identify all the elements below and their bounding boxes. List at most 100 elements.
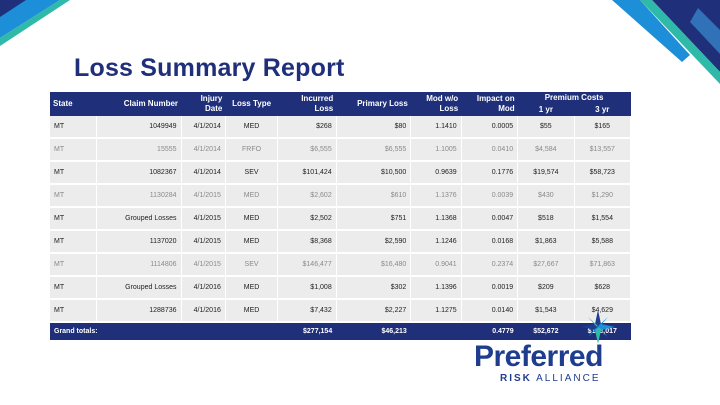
header-primary-loss: Primary Loss	[336, 92, 411, 116]
cell-type: MED	[225, 207, 279, 231]
cell-state: MT	[50, 207, 97, 231]
cell-claim: 1114806	[96, 253, 182, 277]
cell-primary: $80	[336, 116, 412, 139]
cell-primary: $302	[336, 276, 412, 300]
cell-mod: 0.9041	[410, 253, 462, 277]
logo-subtitle: RISK ALLIANCE	[500, 373, 601, 384]
cell-state: MT	[50, 299, 97, 323]
cell-impact: 0.0019	[461, 276, 519, 300]
totals-1yr: $52,672	[517, 322, 575, 340]
cell-primary: $2,590	[336, 230, 412, 254]
cell-claim: 1137020	[96, 230, 182, 254]
cell-date: 4/1/2015	[181, 230, 226, 254]
cell-mod: 1.1368	[410, 207, 462, 231]
cell-1yr: $209	[517, 276, 575, 300]
cell-claim: 15555	[96, 138, 182, 162]
table-row: MT Grouped Losses 4/1/2015 MED $2,502 $7…	[50, 207, 632, 231]
cell-primary: $610	[336, 184, 412, 208]
cell-mod: 1.1005	[410, 138, 462, 162]
top-left-decoration	[0, 0, 70, 46]
cell-incurred: $8,368	[277, 230, 337, 254]
cell-mod: 1.1246	[410, 230, 462, 254]
cell-3yr: $58,723	[574, 161, 632, 185]
cell-date: 4/1/2014	[181, 116, 226, 139]
table-row: MT 1114806 4/1/2015 SEV $146,477 $16,480…	[50, 253, 632, 277]
cell-primary: $751	[336, 207, 412, 231]
cell-impact: 0.0039	[461, 184, 519, 208]
compass-star-icon	[581, 310, 615, 344]
cell-1yr: $1,543	[517, 299, 575, 323]
cell-impact: 0.0168	[461, 230, 519, 254]
cell-incurred: $2,602	[277, 184, 337, 208]
cell-incurred: $2,502	[277, 207, 337, 231]
top-right-decoration	[612, 0, 720, 84]
cell-mod: 1.1275	[410, 299, 462, 323]
cell-date: 4/1/2014	[181, 161, 226, 185]
cell-1yr: $1,863	[517, 230, 575, 254]
cell-state: MT	[50, 116, 97, 139]
cell-type: MED	[225, 116, 279, 139]
cell-claim: Grouped Losses	[96, 276, 182, 300]
cell-type: FRFO	[225, 138, 279, 162]
cell-type: MED	[225, 230, 279, 254]
cell-impact: 0.0140	[461, 299, 519, 323]
cell-incurred: $146,477	[277, 253, 337, 277]
cell-state: MT	[50, 161, 97, 185]
cell-incurred: $6,555	[277, 138, 337, 162]
cell-mod: 1.1396	[410, 276, 462, 300]
totals-incurred: $277,154	[277, 322, 337, 340]
cell-1yr: $55	[517, 116, 575, 139]
logo-sub-alliance: ALLIANCE	[536, 373, 601, 384]
table-row: MT 1288736 4/1/2016 MED $7,432 $2,227 1.…	[50, 299, 632, 323]
cell-mod: 1.1410	[410, 116, 462, 139]
cell-primary: $10,500	[336, 161, 412, 185]
cell-date: 4/1/2015	[181, 253, 226, 277]
table-row: MT Grouped Losses 4/1/2016 MED $1,008 $3…	[50, 276, 632, 300]
cell-3yr: $4,629	[574, 299, 632, 323]
cell-state: MT	[50, 138, 97, 162]
table-body: MT 1049949 4/1/2014 MED $268 $80 1.1410 …	[50, 116, 632, 323]
cell-type: MED	[225, 276, 279, 300]
table-row: MT 1049949 4/1/2014 MED $268 $80 1.1410 …	[50, 116, 632, 139]
cell-date: 4/1/2016	[181, 276, 226, 300]
totals-mod-empty	[410, 322, 462, 340]
cell-primary: $2,227	[336, 299, 412, 323]
cell-3yr: $1,290	[574, 184, 632, 208]
logo-sub-risk: RISK	[500, 373, 532, 384]
header-state: State	[50, 92, 97, 116]
cell-state: MT	[50, 230, 97, 254]
cell-claim: 1288736	[96, 299, 182, 323]
cell-claim: 1049949	[96, 116, 182, 139]
header-impact-on-mod: Impact on Mod	[461, 92, 518, 116]
page-title: Loss Summary Report	[74, 54, 345, 82]
header-incurred-loss: Incurred Loss	[277, 92, 337, 116]
cell-1yr: $518	[517, 207, 575, 231]
cell-impact: 0.0005	[461, 116, 519, 139]
cell-date: 4/1/2014	[181, 138, 226, 162]
logo-name: Preferred	[474, 340, 603, 373]
cell-type: SEV	[225, 253, 279, 277]
header-claim-number: Claim Number	[96, 92, 182, 116]
cell-date: 4/1/2015	[181, 207, 226, 231]
cell-type: MED	[225, 184, 279, 208]
header-mod-wo-loss: Mod w/o Loss	[410, 92, 462, 116]
cell-3yr: $5,588	[574, 230, 632, 254]
header-premium-costs: Premium Costs	[517, 92, 631, 104]
cell-type: SEV	[225, 161, 279, 185]
cell-primary: $16,480	[336, 253, 412, 277]
totals-primary: $46,213	[336, 322, 411, 340]
cell-date: 4/1/2016	[181, 299, 226, 323]
cell-claim: 1130284	[96, 184, 182, 208]
cell-1yr: $430	[517, 184, 575, 208]
table-row: MT 15555 4/1/2014 FRFO $6,555 $6,555 1.1…	[50, 138, 632, 162]
cell-date: 4/1/2015	[181, 184, 226, 208]
cell-state: MT	[50, 276, 97, 300]
cell-3yr: $13,557	[574, 138, 632, 162]
header-1yr: 1 yr	[517, 104, 575, 116]
cell-3yr: $71,863	[574, 253, 632, 277]
header-injury-date-label: Injury Date	[200, 94, 223, 113]
cell-mod: 1.1376	[410, 184, 462, 208]
cell-incurred: $268	[277, 116, 337, 139]
header-injury-date: Injury Date	[181, 92, 226, 116]
